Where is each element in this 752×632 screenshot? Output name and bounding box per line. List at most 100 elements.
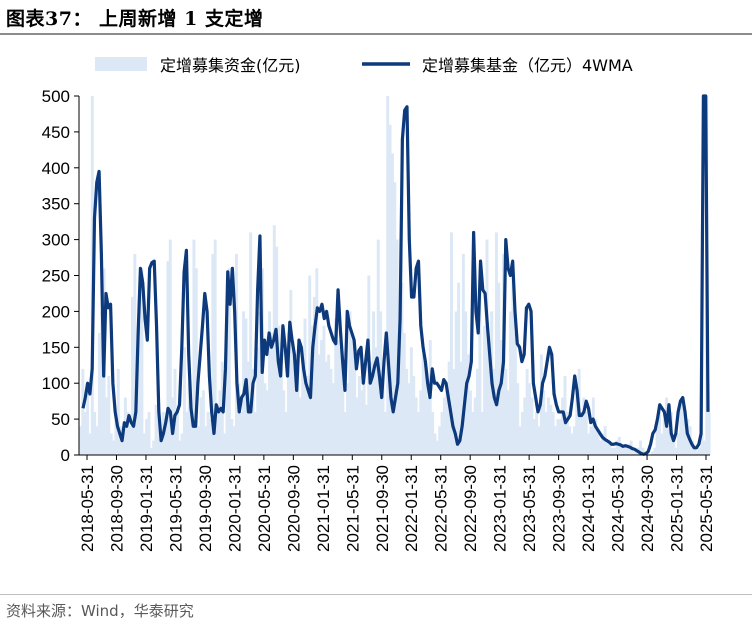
- legend-swatch-area: [95, 57, 147, 71]
- area-bar: [400, 282, 404, 455]
- area-bar: [154, 404, 158, 455]
- area-bar: [624, 447, 628, 455]
- area-bar: [88, 433, 92, 455]
- area-bar: [575, 390, 579, 455]
- area-bar: [695, 451, 699, 455]
- legend: 定增募集资金(亿元) 定增募集基金（亿元）4WMA: [95, 56, 633, 75]
- area-bar: [504, 368, 508, 455]
- x-axis: 2018-05-31 2018-09-30 2019-01-31 2019-05-31…: [78, 454, 716, 552]
- y-tick-label: 250: [42, 267, 70, 286]
- area-bar: [383, 411, 387, 455]
- area-bar: [121, 433, 125, 455]
- area-bar: [693, 447, 697, 455]
- area-bar: [450, 232, 453, 455]
- y-tick-label: 200: [42, 302, 70, 321]
- area-bar: [369, 361, 373, 455]
- area-bar: [289, 289, 293, 455]
- area-bar: [81, 368, 85, 455]
- x-tick-label: 2020-09-30: [284, 465, 303, 552]
- area-bar: [343, 411, 347, 455]
- x-tick-label: 2022-09-30: [461, 465, 480, 552]
- area-bar: [322, 325, 326, 455]
- area-bar: [182, 347, 186, 455]
- area-bar: [478, 289, 482, 455]
- area-bar: [452, 368, 456, 455]
- area-bar: [317, 354, 321, 455]
- area-bar: [471, 411, 475, 455]
- area-bar: [192, 239, 196, 455]
- area-bar: [407, 383, 411, 455]
- area-bar: [223, 433, 227, 455]
- area-bar: [395, 239, 399, 455]
- area-bar: [327, 354, 331, 455]
- x-tick-label: 2021-05-31: [343, 465, 362, 552]
- area-bar: [204, 426, 208, 455]
- x-tick-label: 2020-05-31: [255, 465, 274, 552]
- area-bar: [483, 325, 487, 455]
- area-bar: [650, 451, 654, 455]
- area-bar: [178, 440, 182, 455]
- area-bar: [164, 426, 168, 455]
- x-tick-label: 2020-01-31: [225, 465, 244, 552]
- area-bar: [390, 153, 394, 455]
- area-bar: [256, 347, 260, 455]
- area-bar: [641, 447, 645, 455]
- area-bar: [237, 383, 241, 455]
- area-bar: [149, 447, 153, 455]
- area-bar: [374, 347, 378, 455]
- area-bar: [353, 354, 357, 455]
- area-bar: [253, 411, 257, 455]
- area-bar: [473, 397, 477, 455]
- area-bar: [572, 426, 576, 455]
- area-bar: [580, 411, 583, 455]
- area-bar: [684, 411, 687, 455]
- area-bar: [152, 440, 156, 455]
- area-bar: [620, 444, 624, 455]
- area-bar: [168, 239, 172, 455]
- area-bar: [301, 347, 305, 455]
- x-tick-label: 2022-01-31: [402, 465, 421, 552]
- area-bar: [147, 411, 151, 455]
- area-bar: [554, 426, 557, 455]
- area-bar: [532, 419, 536, 455]
- area-bar: [698, 447, 702, 455]
- area-bar: [286, 332, 290, 455]
- area-bar: [227, 268, 231, 455]
- area-bar: [199, 397, 203, 455]
- area-bar: [653, 447, 657, 455]
- chart-canvas: 定增募集资金(亿元) 定增募集基金（亿元）4WMA 0 50 100 150 200 25…: [42, 56, 716, 552]
- area-bar: [568, 426, 572, 455]
- area-bar: [530, 397, 534, 455]
- area-bar: [639, 440, 643, 455]
- area-bar: [412, 376, 416, 455]
- title-divider: [0, 33, 752, 35]
- area-bar: [438, 426, 442, 455]
- area-bar: [466, 354, 470, 455]
- area-bar: [201, 390, 205, 455]
- area-bar: [251, 368, 255, 455]
- area-bar: [667, 426, 671, 455]
- area-bar: [487, 347, 491, 455]
- area-bar: [213, 239, 217, 455]
- area-bar: [676, 433, 680, 455]
- area-bar: [476, 368, 479, 455]
- area-bar: [511, 268, 515, 455]
- area-bar: [145, 419, 149, 455]
- area-bar: [610, 447, 614, 455]
- area-bar: [516, 383, 520, 455]
- area-bar: [424, 361, 427, 455]
- area-bar: [298, 397, 302, 455]
- area-bar: [587, 433, 591, 455]
- area-bar: [601, 433, 605, 455]
- area-bar: [518, 426, 522, 455]
- x-tick-label: 2018-05-31: [78, 465, 97, 552]
- area-bar: [107, 376, 111, 455]
- area-bar: [138, 325, 142, 455]
- area-bar: [454, 311, 458, 455]
- area-bar: [702, 440, 706, 455]
- area-bar: [707, 411, 711, 455]
- area-bar: [561, 397, 565, 455]
- x-tick-label: 2021-01-31: [314, 465, 333, 552]
- area-bar: [249, 232, 253, 455]
- area-bar: [655, 426, 659, 455]
